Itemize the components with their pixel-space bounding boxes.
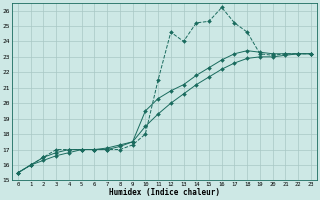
X-axis label: Humidex (Indice chaleur): Humidex (Indice chaleur) [109, 188, 220, 197]
